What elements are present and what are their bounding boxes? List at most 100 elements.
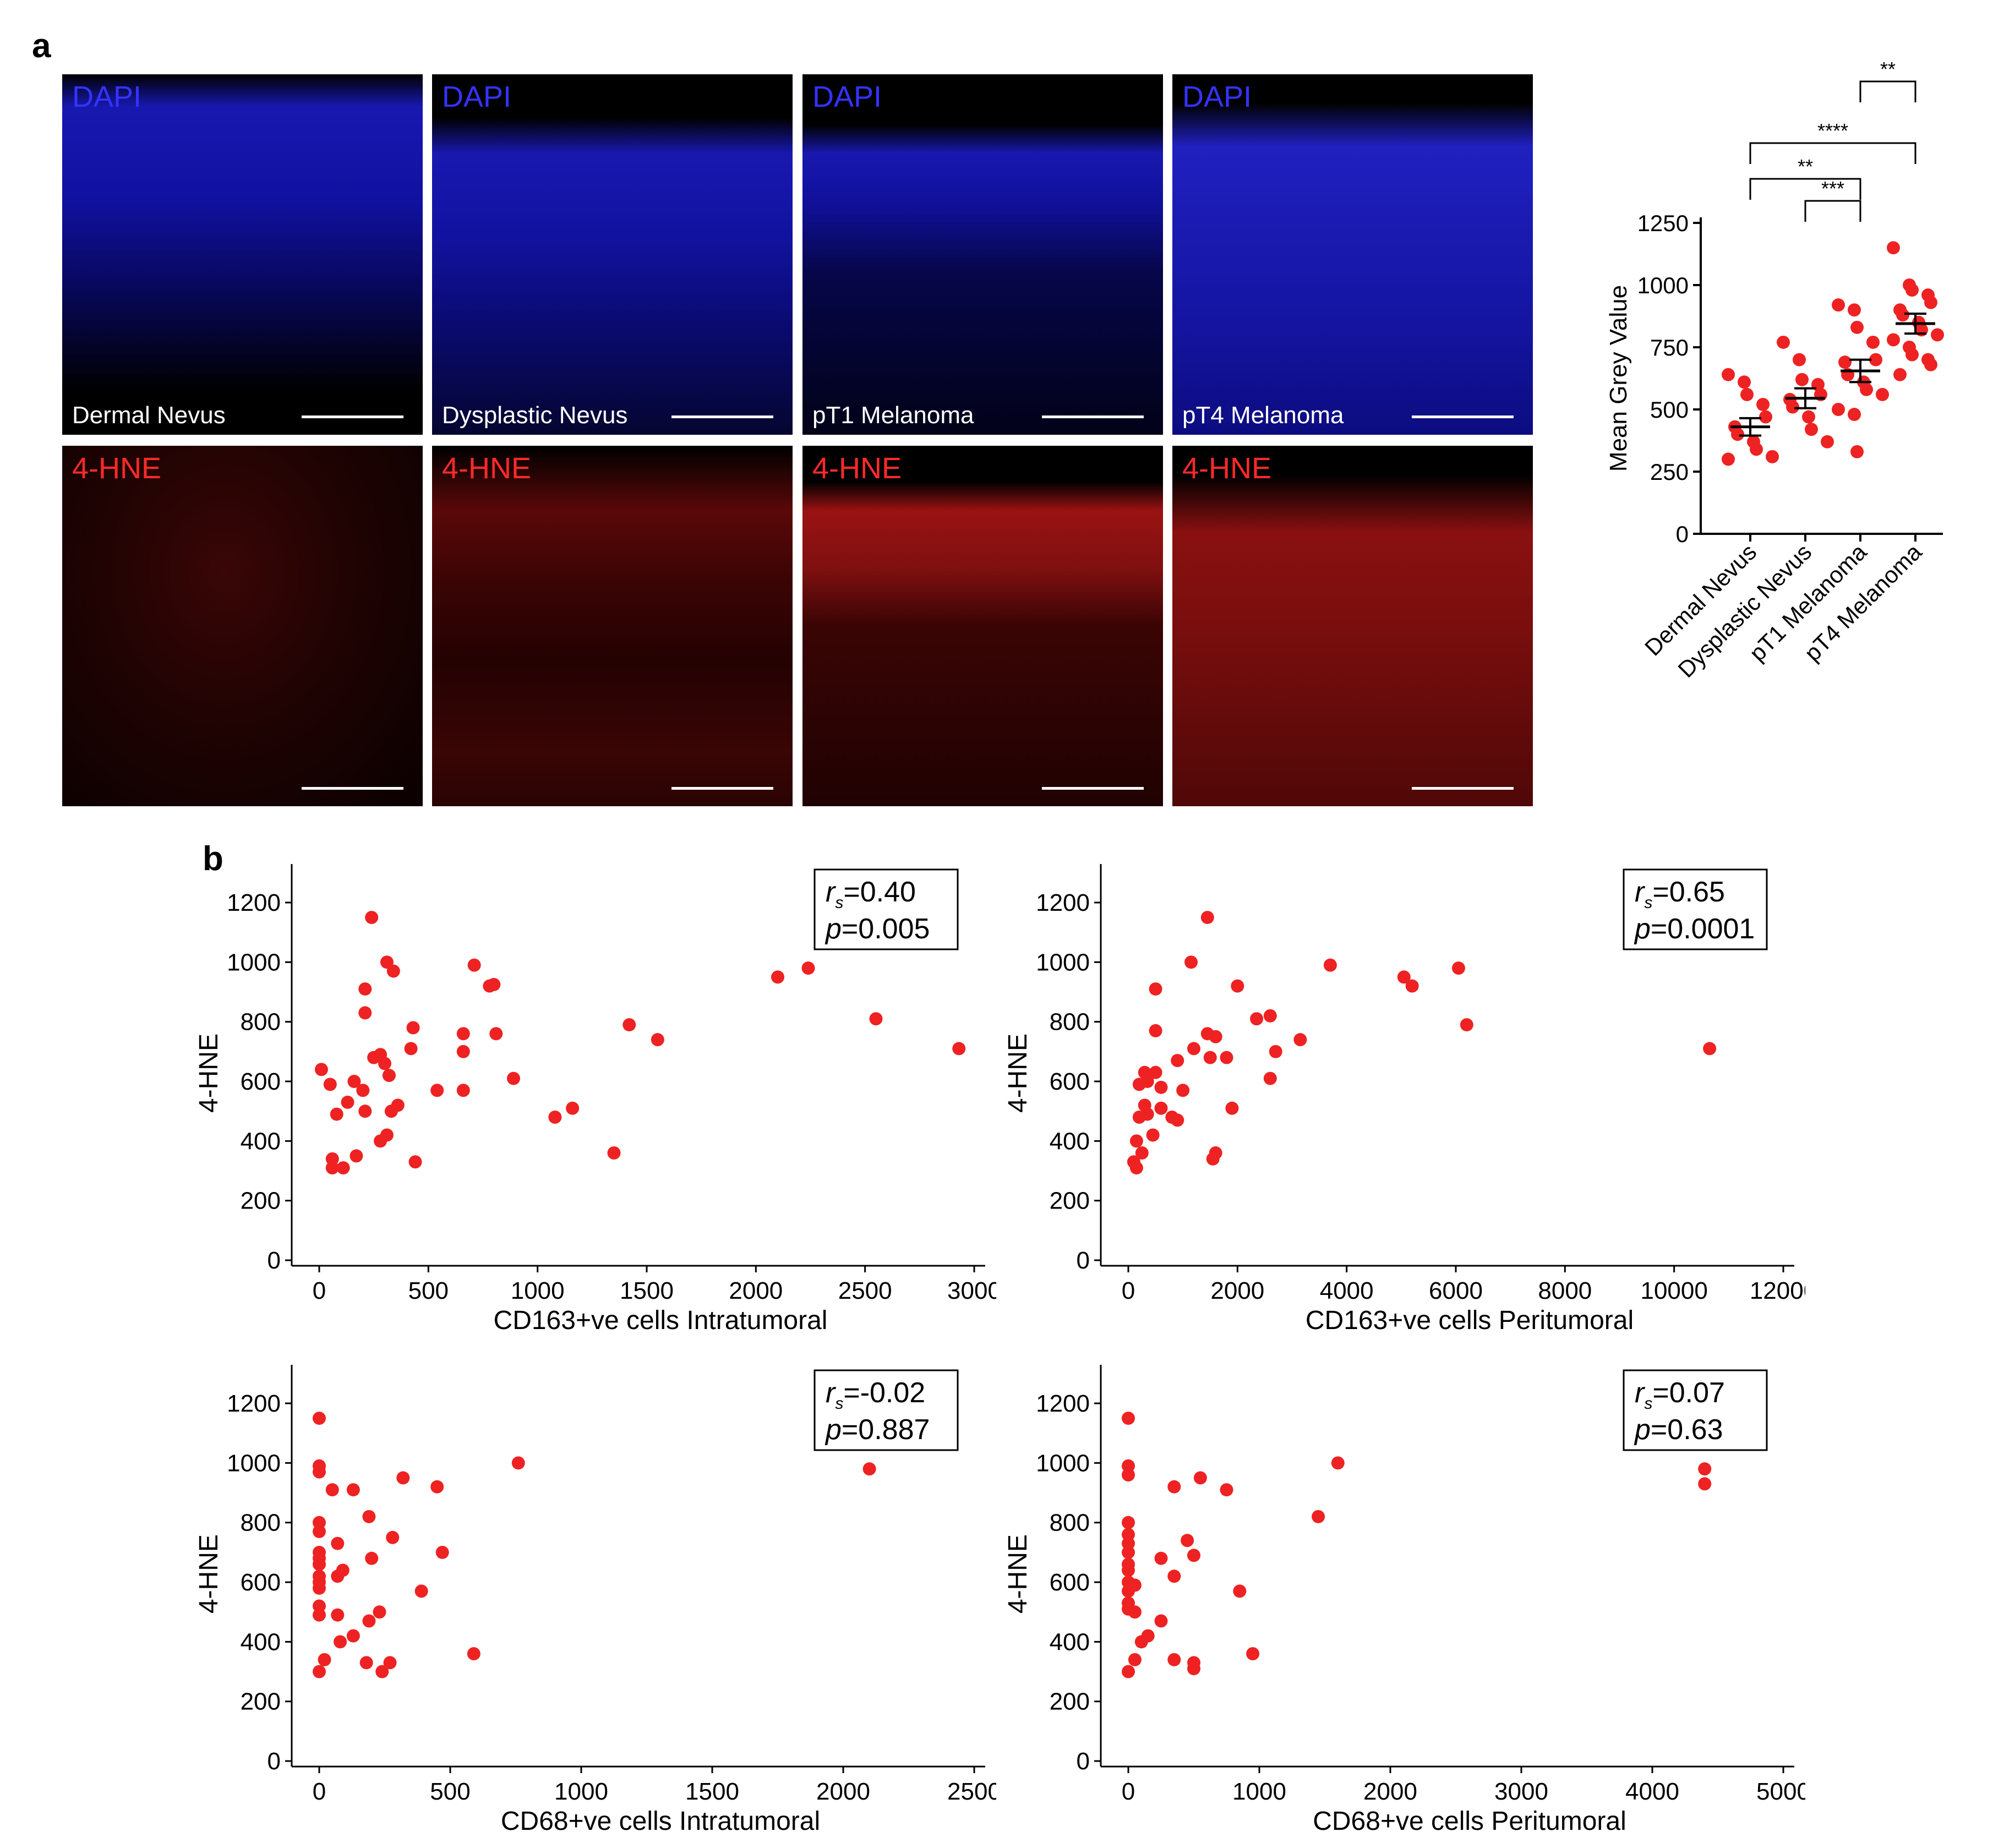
dapi-image-dysplastic-nevus: DAPI Dysplastic Nevus <box>432 74 793 435</box>
data-point <box>406 1021 420 1035</box>
y-tick-label: 800 <box>241 1510 281 1537</box>
significance-label: ** <box>1798 155 1813 178</box>
data-point <box>1750 442 1763 456</box>
data-point <box>313 1557 326 1571</box>
stat-p: p=0.63 <box>1634 1414 1723 1446</box>
data-point <box>330 1107 343 1121</box>
y-tick-label: 400 <box>1050 1628 1090 1655</box>
hne-label: 4-HNE <box>812 452 902 485</box>
data-point <box>1703 1042 1717 1056</box>
y-tick-label: 400 <box>1050 1128 1090 1155</box>
y-tick-label: 0 <box>267 1748 281 1775</box>
x-axis-title: CD68+ve cells Peritumoral <box>1313 1807 1626 1833</box>
data-point <box>566 1101 580 1115</box>
data-point <box>430 1084 444 1097</box>
scale-bar <box>1412 415 1514 418</box>
data-point <box>346 1483 360 1497</box>
data-point <box>456 1027 470 1041</box>
data-point <box>1187 1662 1200 1676</box>
data-point <box>623 1018 636 1032</box>
data-point <box>1149 1065 1162 1079</box>
data-point <box>325 1161 339 1175</box>
y-tick-label: 500 <box>1650 397 1689 423</box>
data-point <box>1122 1468 1135 1481</box>
y-tick-label: 1200 <box>1036 1390 1090 1417</box>
stat-rs: rs=0.07 <box>1635 1377 1725 1413</box>
data-point <box>1924 358 1937 371</box>
data-point <box>1220 1051 1233 1064</box>
data-point <box>358 982 372 996</box>
x-tick-label: 0 <box>313 1778 326 1805</box>
hne-image-pt4-melanoma: 4-HNE <box>1172 446 1533 806</box>
data-point <box>1128 1653 1142 1666</box>
x-tick-label: 0 <box>1122 1277 1135 1304</box>
data-point <box>318 1653 331 1666</box>
sample-label: pT4 Melanoma <box>1182 402 1344 429</box>
data-point <box>1181 1534 1194 1548</box>
data-point <box>1905 348 1919 362</box>
y-tick-label: 1200 <box>1036 889 1090 916</box>
stats-box <box>813 1369 959 1451</box>
data-point <box>1887 333 1900 347</box>
data-point <box>1129 1134 1143 1148</box>
x-tick-label: 500 <box>408 1277 449 1304</box>
y-tick-label: 600 <box>241 1068 281 1095</box>
data-point <box>331 1537 345 1550</box>
stat-p: p=0.005 <box>824 913 930 945</box>
data-point <box>350 1149 363 1163</box>
data-point <box>1122 1516 1135 1529</box>
data-point <box>313 1465 326 1479</box>
significance-bracket <box>1749 178 1861 200</box>
significance-bracket <box>1804 200 1861 222</box>
dapi-label: DAPI <box>442 80 512 113</box>
data-point <box>1129 1161 1143 1175</box>
y-axis-title: 4-HNE <box>1003 1534 1033 1614</box>
data-point <box>1738 375 1751 389</box>
data-point <box>1397 970 1411 984</box>
data-point <box>1122 1584 1135 1598</box>
y-tick-label: 0 <box>1676 521 1689 547</box>
y-tick-label: 0 <box>267 1247 281 1274</box>
data-point <box>1146 1128 1160 1142</box>
data-point <box>435 1545 449 1559</box>
y-tick-label: 600 <box>241 1569 281 1596</box>
data-point <box>1154 1614 1168 1628</box>
data-point <box>1805 423 1818 436</box>
dapi-image-pt4-melanoma: DAPI pT4 Melanoma <box>1172 74 1533 435</box>
data-point <box>1893 368 1907 381</box>
x-tick-label: 0 <box>1122 1778 1135 1805</box>
x-tick-label: 1000 <box>1232 1778 1286 1805</box>
stat-rs: rs=-0.02 <box>826 1377 925 1413</box>
stat-p: p=0.887 <box>824 1414 930 1446</box>
data-point <box>334 1635 347 1649</box>
data-point <box>1838 356 1852 369</box>
data-point <box>384 1105 398 1118</box>
data-point <box>487 977 501 991</box>
y-tick-label: 800 <box>1050 1009 1090 1036</box>
data-point <box>1793 353 1806 367</box>
data-point <box>1293 1033 1307 1047</box>
x-tick-label: 1000 <box>554 1778 608 1805</box>
y-tick-label: 1000 <box>227 1450 281 1477</box>
y-tick-label: 200 <box>1050 1188 1090 1215</box>
data-point <box>1140 1075 1154 1088</box>
x-tick-label: 5000 <box>1756 1778 1805 1805</box>
data-point <box>331 1570 345 1583</box>
data-point <box>359 1656 373 1670</box>
y-tick-label: 800 <box>1050 1510 1090 1537</box>
data-point <box>1451 961 1465 975</box>
data-point <box>1184 955 1198 969</box>
y-tick-label: 600 <box>1050 1569 1090 1596</box>
data-point <box>771 970 784 984</box>
x-tick-label: 1500 <box>685 1778 739 1805</box>
data-point <box>1187 1042 1200 1056</box>
data-point <box>1167 1570 1181 1583</box>
data-point <box>1312 1510 1325 1523</box>
y-tick-label: 0 <box>1077 1748 1090 1775</box>
x-tick-label: 0 <box>313 1277 326 1304</box>
data-point <box>467 958 481 972</box>
data-point <box>1154 1101 1168 1115</box>
x-tick-label: 2500 <box>838 1277 892 1304</box>
hne-label: 4-HNE <box>442 452 532 485</box>
